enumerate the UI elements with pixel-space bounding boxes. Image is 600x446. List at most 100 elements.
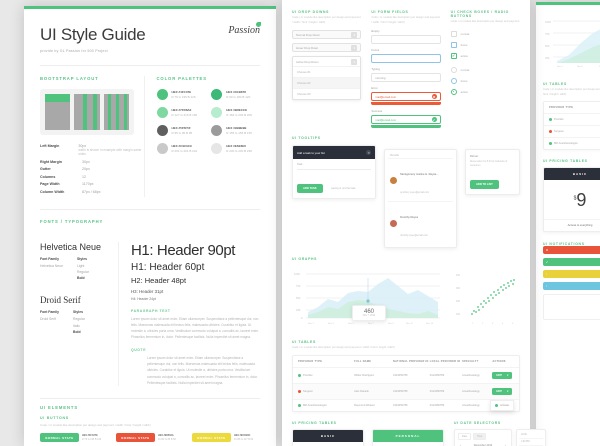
add-to-list-button[interactable]: ADD TO LIST — [469, 179, 499, 189]
color-palette-column: COLOR PALETTES HEX #4FC37E R 79 G 195 B 1… — [143, 76, 261, 197]
input-focus[interactable] — [371, 54, 441, 64]
pricing-heading: UI PRICING TABLES — [292, 420, 337, 425]
right-pricing-card[interactable]: BASIC $9 Access to everything — [543, 167, 600, 233]
palette-swatch[interactable]: HEX #5F5F5F R 95 G 95 B 95 — [156, 125, 206, 136]
heading-sample-h2-48: H2: Header 48pt — [131, 276, 187, 285]
status-dot — [549, 118, 552, 122]
time-option[interactable]: 12:00 — [519, 432, 543, 439]
cell-full-name: Wilder Rodriguez — [354, 373, 375, 377]
heading-sample-h1-90: H1: Header 90pt — [131, 242, 236, 259]
font-meta-helvetica: Font Family Helvetica Neue Styles Light … — [40, 257, 89, 281]
checkbox-normal[interactable]: normal — [450, 30, 520, 37]
input-success[interactable]: mail@email.com ✔ — [371, 115, 441, 125]
scatter-chart: 400 300 200 100 — [456, 266, 520, 333]
leaf-icon — [256, 22, 261, 27]
calendar[interactable]: Date Time ‹ December 2014 › S M — [454, 428, 512, 446]
ui-elements-header: UI ELEMENTS UI BUTTONS Code / or module … — [24, 399, 276, 428]
modal-body: Task ADD TASK saving is not the task — [293, 159, 375, 198]
close-icon[interactable]: ✕ — [366, 150, 372, 156]
input-empty[interactable] — [371, 35, 441, 45]
tooltip-point — [366, 299, 370, 303]
button-normal-yellow[interactable]: NORMAL STATE — [192, 433, 231, 443]
palette-swatch[interactable]: HEX #C9C9C9 R 201 G 201 B 201 — [156, 143, 206, 154]
palette-swatch[interactable]: HEX #3CB878 R 60 G 184 B 120 — [211, 89, 260, 100]
table-row[interactable]: MD Anesthesiologist Raymond Weaver 01234… — [293, 398, 519, 411]
amount-value: 9 — [576, 190, 587, 211]
alert-warning[interactable]: ! — [543, 270, 600, 279]
edit-button[interactable]: EDIT ▾ — [492, 371, 513, 379]
svg-text:100: 100 — [456, 313, 461, 316]
palette-swatch[interactable]: HEX #4FC37E R 79 G 195 B 126 — [156, 89, 206, 100]
table-row[interactable]: Surgeon — [544, 125, 600, 137]
dropdown-option[interactable]: Choose #1 — [293, 66, 361, 77]
plan-card-personal[interactable]: PERSONAL $15/ month Access to everything… — [372, 428, 444, 446]
list-item[interactable]: Dorothy Reyes dorothy.reyes@email.com — [388, 201, 453, 244]
radio-normal[interactable]: normal — [450, 66, 520, 73]
page-two: UI DROP DOWNS Code / or module like desc… — [282, 0, 546, 446]
tooltips-heading: UI TOOLTIPS — [292, 136, 321, 141]
dropdown-option[interactable]: Choose #3 — [293, 88, 361, 99]
status-dot — [298, 373, 301, 377]
radio-selected-icon — [450, 88, 457, 95]
edit-button-open[interactable]: EDIT ▾ — [492, 387, 513, 395]
dinner-body: Reservation for 8:30 at Cafeteria of Ger… — [469, 160, 508, 168]
table-row[interactable]: MD Anesthesiologist — [544, 137, 600, 149]
checkbox-focus[interactable]: focus — [450, 41, 520, 48]
svg-text:Nov 13: Nov 13 — [426, 323, 434, 325]
alert-error[interactable]: ✖ — [543, 246, 600, 255]
row-action-menu[interactable]: Activate — [490, 399, 514, 411]
dinner-title: Dinner — [469, 154, 479, 159]
alert-info[interactable]: i — [543, 282, 600, 291]
add-task-button[interactable]: ADD TASK — [297, 184, 323, 194]
right-plan-feature: Access to everything — [544, 219, 600, 231]
modal-helper-link[interactable]: saving is not the task — [331, 187, 356, 191]
color-swatch — [211, 125, 223, 136]
tab-time[interactable]: Time — [473, 432, 487, 440]
font-list: Helvetica Neue Font Family Helvetica Neu… — [40, 242, 118, 386]
dropdown-active-trigger[interactable]: Active Drop Down ▾ — [293, 57, 361, 67]
page-one: UI Style Guide provide by GL Passion for… — [24, 6, 276, 446]
color-swatch — [211, 143, 223, 154]
tab-date[interactable]: Date — [458, 432, 472, 440]
alert-success[interactable]: ✔ — [543, 258, 600, 267]
palette-swatch[interactable]: HEX #7FD8A0 R 127 G 216 B 160 — [156, 107, 206, 118]
time-list[interactable]: 12:00 1:00 PM 2:00 PM 3:00 PM 4:00 PM — [516, 428, 546, 446]
next-month-icon[interactable]: › — [505, 443, 506, 446]
cell-npi: 0123456789 — [393, 389, 408, 393]
table-row[interactable]: Provider — [544, 113, 600, 125]
palette-swatch[interactable]: HEX #9B9B9B R 155 G 155 B 155 — [211, 125, 260, 136]
time-option[interactable]: 1:00 PM — [519, 439, 543, 446]
dropdown-option-selected[interactable]: Choose #2 — [293, 77, 361, 89]
svg-text:2: 2 — [482, 323, 484, 325]
radio-focus[interactable]: focus — [450, 77, 520, 84]
prev-month-icon[interactable]: ‹ — [460, 443, 461, 446]
svg-text:250: 250 — [545, 56, 550, 60]
task-field-underline[interactable] — [297, 169, 372, 171]
dropdown-hover[interactable]: Hover Drop Down ▾ — [292, 43, 362, 53]
status-dot — [549, 130, 552, 134]
checkbox-active[interactable]: ✔ active — [450, 52, 468, 59]
input-typing[interactable]: morning — [371, 73, 441, 83]
right-cell-type: Surgeon — [549, 130, 564, 134]
radio-active[interactable]: active — [450, 88, 520, 95]
button-normal-green[interactable]: NORMAL STATE — [40, 433, 79, 443]
plan-card-basic[interactable]: BASIC $9/ month Access to everything fro… — [292, 428, 364, 446]
add-task-modal[interactable]: Add a task to your list ✕ Task ADD TASK … — [292, 145, 377, 200]
button-normal-red[interactable]: NORMAL STATE — [116, 433, 155, 443]
ui-buttons-note: Code / or module like description per de… — [40, 422, 151, 427]
right-th-provider-type: PROVIDER TYPE — [549, 106, 574, 110]
input-error[interactable]: mail@email.com ✖ — [371, 92, 441, 102]
table-row[interactable]: Provider Wilder Rodriguez 0123456789 012… — [293, 366, 519, 383]
dropdown-normal[interactable]: Normal Drop Down ▾ — [292, 30, 362, 40]
datepicker-row: Date Time ‹ December 2014 › S M — [454, 428, 546, 446]
list-item[interactable]: Montgomery Justine H. Reyes... jennifer.… — [388, 158, 453, 201]
palette-swatch[interactable]: HEX #B8ECCE R 184 G 236 B 206 — [211, 107, 260, 118]
dropdown-active[interactable]: Active Drop Down ▾ Choose #1 Choose #2 C… — [292, 56, 362, 101]
palette-swatch[interactable]: HEX #E6E6E6 R 230 G 230 B 230 — [211, 143, 260, 154]
table-row[interactable]: Surgeon Alan Daniels 0123456789 01234567… — [293, 382, 519, 399]
radio-group: normal focus active — [450, 66, 520, 95]
cell-specialty: Anesthesiology — [462, 403, 480, 407]
radio-icon — [450, 66, 457, 73]
